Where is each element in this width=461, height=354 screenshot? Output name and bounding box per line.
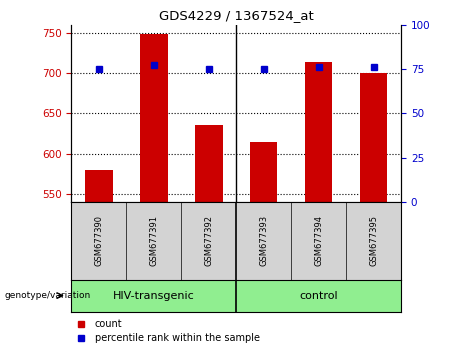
- Bar: [250, 142, 278, 202]
- Text: percentile rank within the sample: percentile rank within the sample: [95, 333, 260, 343]
- Title: GDS4229 / 1367524_at: GDS4229 / 1367524_at: [159, 9, 313, 22]
- Text: GSM677390: GSM677390: [95, 215, 103, 266]
- Bar: [85, 170, 112, 202]
- Text: count: count: [95, 319, 122, 329]
- Text: GSM677393: GSM677393: [259, 215, 268, 266]
- Text: GSM677395: GSM677395: [369, 215, 378, 266]
- Bar: [360, 73, 387, 202]
- Text: genotype/variation: genotype/variation: [5, 291, 91, 300]
- Text: HIV-transgenic: HIV-transgenic: [113, 291, 195, 301]
- Text: GSM677394: GSM677394: [314, 215, 323, 266]
- Text: GSM677392: GSM677392: [204, 215, 213, 266]
- Text: control: control: [299, 291, 338, 301]
- Bar: [140, 34, 168, 202]
- Bar: [195, 125, 223, 202]
- Text: GSM677391: GSM677391: [149, 215, 159, 266]
- Bar: [305, 62, 332, 202]
